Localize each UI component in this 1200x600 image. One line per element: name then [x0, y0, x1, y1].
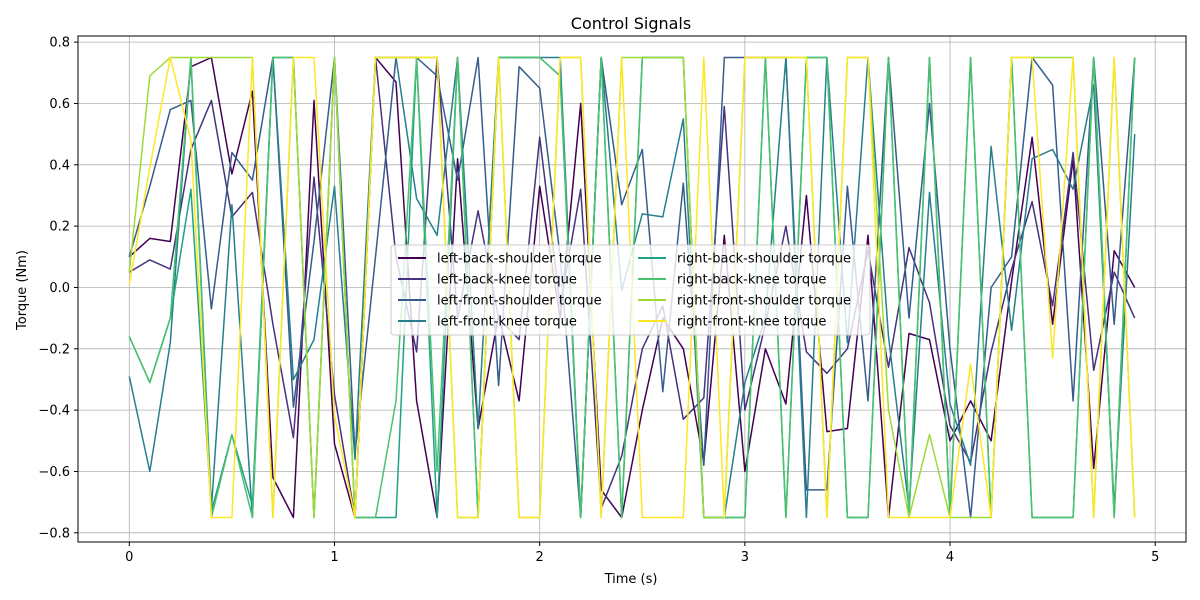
x-tick-label: 1 [330, 550, 338, 565]
y-axis-label: Torque (Nm) [15, 250, 30, 331]
legend-label: right-front-knee torque [677, 315, 826, 330]
y-tick-label: 0.6 [49, 97, 70, 112]
axis-ticks: 0 1 2 3 4 5 −0.8 −0.6 −0.4 −0.2 0.0 0.2 0.4 0.6 0.8 [38, 36, 1159, 565]
y-tick-label: 0.4 [49, 158, 70, 173]
x-tick-label: 3 [741, 550, 749, 565]
legend-label: left-back-knee torque [437, 273, 577, 288]
legend-label: left-front-knee torque [437, 315, 577, 330]
legend-label: right-back-knee torque [677, 273, 826, 288]
series-line-3 [128, 56, 1136, 519]
y-tick-label: −0.2 [38, 342, 70, 357]
legend-label: left-front-shoulder torque [437, 294, 602, 309]
chart-title: Control Signals [571, 14, 691, 33]
legend-label: right-back-shoulder torque [677, 252, 851, 267]
legend-label: right-front-shoulder torque [677, 294, 851, 309]
x-axis-label: Time (s) [604, 572, 658, 587]
legend-box [390, 244, 871, 336]
y-tick-label: 0.2 [49, 220, 70, 235]
series-line-1 [128, 56, 1136, 519]
legend-label: left-back-shoulder torque [437, 252, 602, 267]
x-tick-label: 5 [1151, 550, 1159, 565]
x-tick-label: 4 [946, 550, 954, 565]
y-tick-label: −0.8 [38, 526, 70, 541]
series-line-7 [128, 56, 1136, 519]
x-tick-label: 0 [125, 550, 133, 565]
y-tick-label: 0.8 [49, 36, 70, 51]
y-tick-label: −0.4 [38, 404, 70, 419]
x-tick-label: 2 [536, 550, 544, 565]
legend: left-back-shoulder torque left-back-knee … [390, 244, 871, 336]
plot-frame [77, 35, 1187, 543]
y-tick-label: −0.6 [38, 465, 70, 480]
y-tick-label: 0.0 [49, 281, 70, 296]
